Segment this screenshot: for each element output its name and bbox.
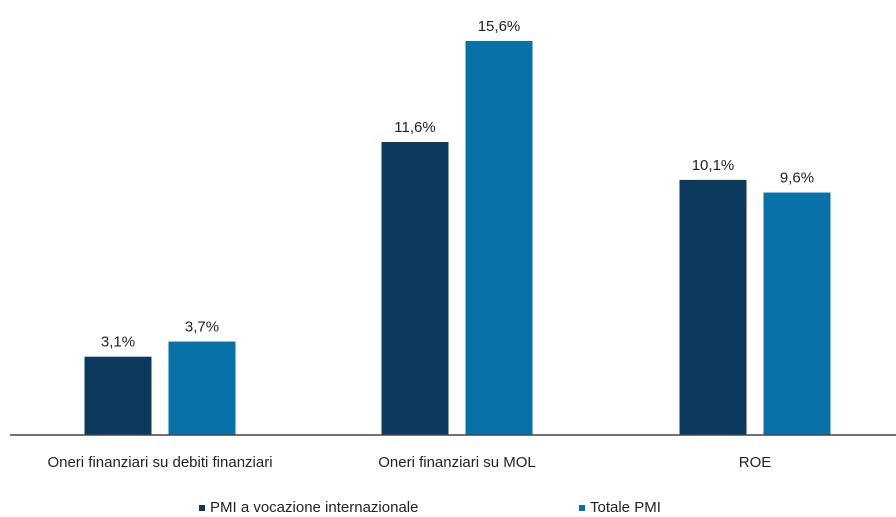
value-label-s1-c0: 3,7% bbox=[185, 319, 219, 336]
bar-s0-c1 bbox=[381, 142, 449, 435]
bar-s0-c0 bbox=[84, 356, 152, 435]
legend-label-0: PMI a vocazione internazionale bbox=[210, 499, 418, 516]
bar-s1-c2 bbox=[763, 192, 831, 435]
category-label-1: Oneri finanziari su MOL bbox=[378, 454, 536, 471]
value-label-s0-c0: 3,1% bbox=[101, 334, 135, 351]
category-label-0: Oneri finanziari su debiti finanziari bbox=[47, 454, 272, 471]
value-label-s0-c2: 10,1% bbox=[692, 157, 735, 174]
legend-label-1: Totale PMI bbox=[590, 499, 661, 516]
legend-swatch-0 bbox=[199, 505, 205, 511]
category-labels-group: Oneri finanziari su debiti finanziari One… bbox=[47, 454, 771, 471]
bar-s1-c0 bbox=[168, 341, 236, 435]
bar-s1-c1 bbox=[465, 41, 533, 435]
value-label-s0-c1: 11,6% bbox=[394, 119, 435, 136]
value-label-s1-c2: 9,6% bbox=[780, 170, 814, 187]
bars-group bbox=[84, 41, 831, 435]
bar-s0-c2 bbox=[679, 179, 747, 435]
value-labels-group: 3,1% 3,7% 11,6% 15,6% 10,1% 9,6% bbox=[101, 18, 814, 351]
category-label-2: ROE bbox=[739, 454, 772, 471]
legend-swatch-1 bbox=[579, 505, 585, 511]
legend: PMI a vocazione internazionale Totale PMI bbox=[199, 499, 661, 516]
value-label-s1-c1: 15,6% bbox=[478, 18, 521, 35]
